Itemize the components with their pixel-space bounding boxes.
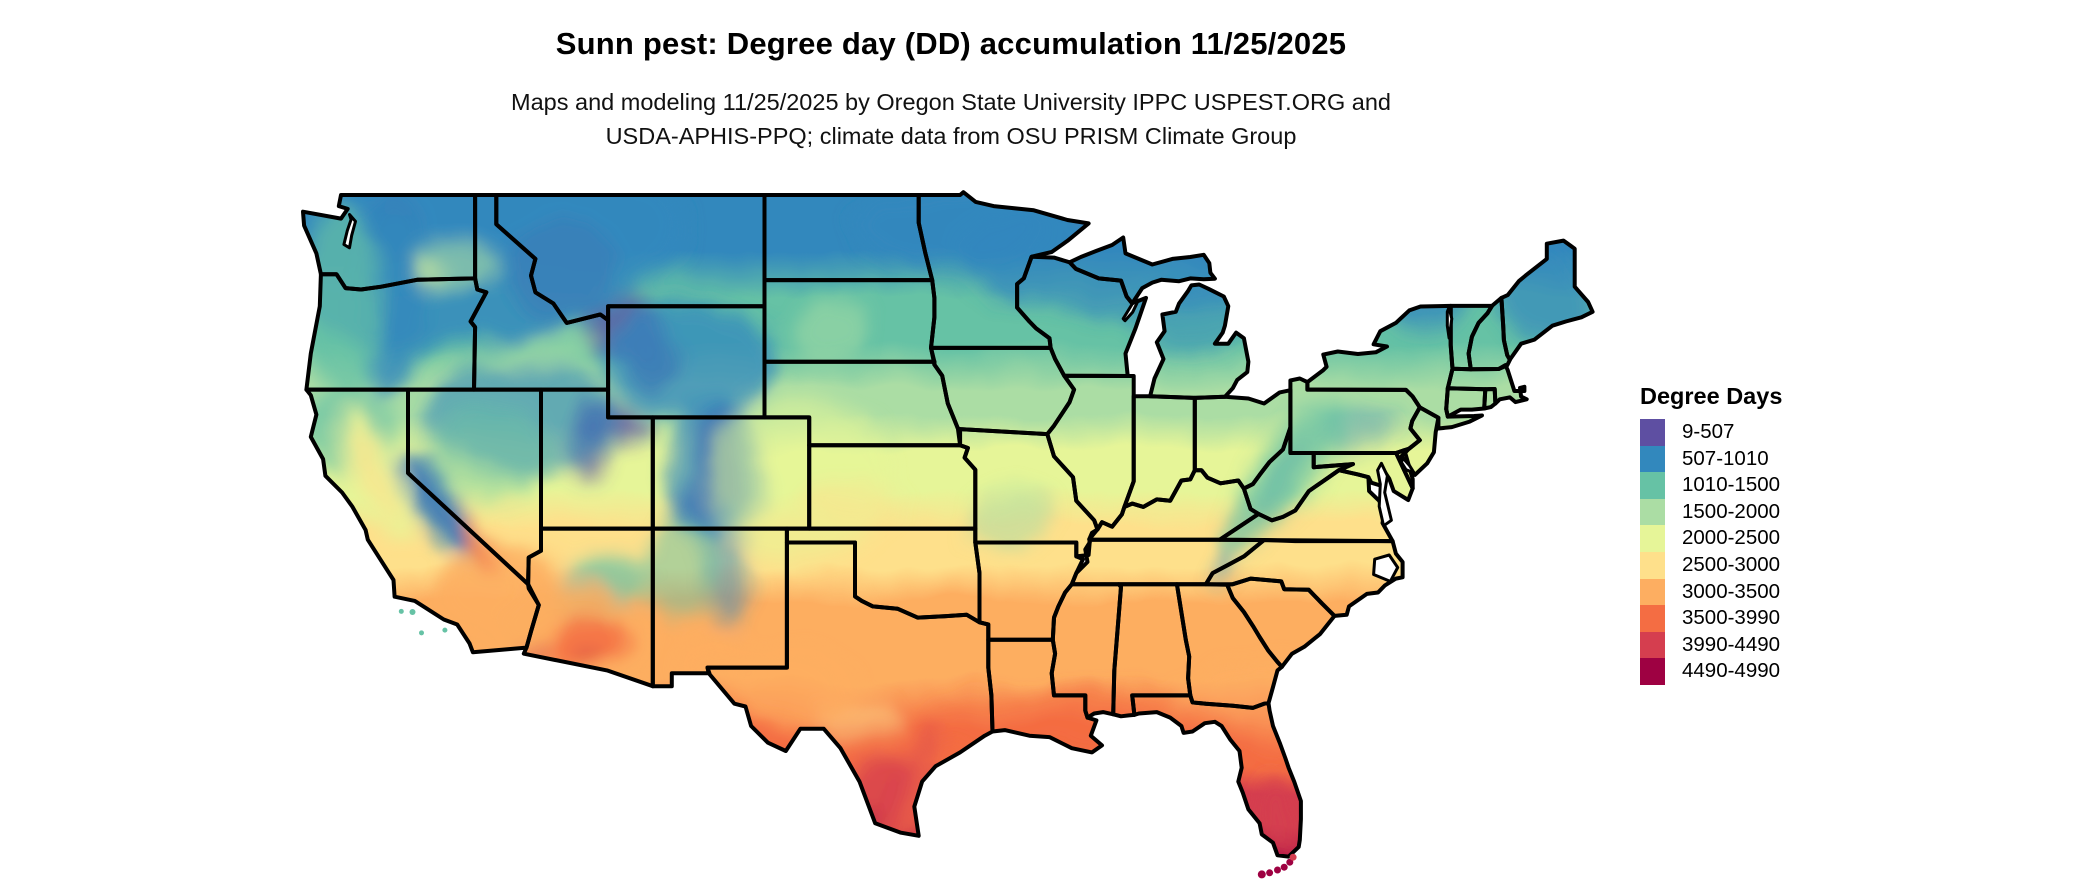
- legend-swatch: [1640, 631, 1665, 659]
- inland-water: [342, 213, 1454, 583]
- delaware-bay: [1400, 456, 1416, 475]
- puget-sound: [342, 213, 357, 250]
- state-border-il: [1045, 373, 1136, 532]
- islands-and-keys: [398, 608, 1297, 879]
- legend-title: Degree Days: [1640, 383, 1783, 409]
- legend-label: 9-507: [1682, 420, 1735, 443]
- legend-swatch: [1640, 472, 1665, 499]
- legend-label: 3990-4490: [1682, 632, 1781, 656]
- subtitle-line-1: Maps and modeling 11/25/2025 by Oregon S…: [511, 89, 1391, 115]
- lake-champlain: [1445, 306, 1454, 340]
- legend-label: 4490-4990: [1682, 659, 1781, 683]
- state-borders: [301, 190, 1595, 859]
- map-legend: Degree Days 9-507 507-1010 1010-1500 150…: [1640, 383, 1870, 685]
- legend-item: 1010-1500: [1640, 472, 1870, 499]
- legend-item: 3990-4490: [1640, 631, 1870, 659]
- legend-label: 1010-1500: [1682, 473, 1781, 497]
- legend-item: 3500-3990: [1640, 605, 1870, 632]
- header: Sunn pest: Degree day (DD) accumulation …: [0, 0, 1902, 153]
- legend-swatch: [1640, 498, 1665, 526]
- legend-swatch: [1640, 551, 1665, 579]
- legend-item: 3000-3500: [1640, 578, 1870, 606]
- legend-swatch: [1640, 525, 1665, 552]
- state-border-mu: [1067, 235, 1217, 306]
- legend-label: 2000-2500: [1682, 526, 1781, 550]
- state-border-ms: [1049, 582, 1123, 720]
- legend-label: 3000-3500: [1682, 579, 1781, 603]
- legend-item: 4490-4990: [1640, 658, 1870, 685]
- legend-item: 2000-2500: [1640, 525, 1870, 552]
- legend-item: 9-507: [1640, 419, 1870, 446]
- page-title: Sunn pest: Degree day (DD) accumulation …: [555, 26, 1347, 61]
- state-border-me: [1499, 238, 1595, 362]
- subtitle-line-2: USDA-APHIS-PPQ; climate data from OSU PR…: [605, 123, 1297, 149]
- degree-day-raster: [303, 192, 1593, 857]
- state-border-fl: [1130, 693, 1303, 859]
- legend-label: 2500-3000: [1682, 552, 1781, 576]
- state-border-wi: [1015, 254, 1148, 378]
- state-border-oh: [1192, 388, 1293, 491]
- pamlico-sound: [1372, 553, 1400, 583]
- chesapeake-bay: [1376, 461, 1393, 528]
- legend-label: 3500-3990: [1682, 606, 1781, 630]
- legend-label: 1500-2000: [1682, 499, 1781, 523]
- legend-swatch: [1640, 445, 1665, 473]
- legend-item: 507-1010: [1640, 445, 1870, 473]
- legend-swatch: [1640, 419, 1665, 446]
- state-border-ml: [1148, 282, 1251, 400]
- legend-swatch: [1640, 578, 1665, 606]
- legend-swatch: [1640, 605, 1665, 632]
- legend-rows: 9-507 507-1010 1010-1500 1500-2000 2000-…: [1640, 419, 1870, 685]
- legend-item: 2500-3000: [1640, 551, 1870, 579]
- legend-swatch: [1640, 658, 1665, 685]
- green-bay: [1121, 298, 1140, 323]
- legend-label: 507-1010: [1682, 446, 1769, 470]
- legend-item: 1500-2000: [1640, 498, 1870, 526]
